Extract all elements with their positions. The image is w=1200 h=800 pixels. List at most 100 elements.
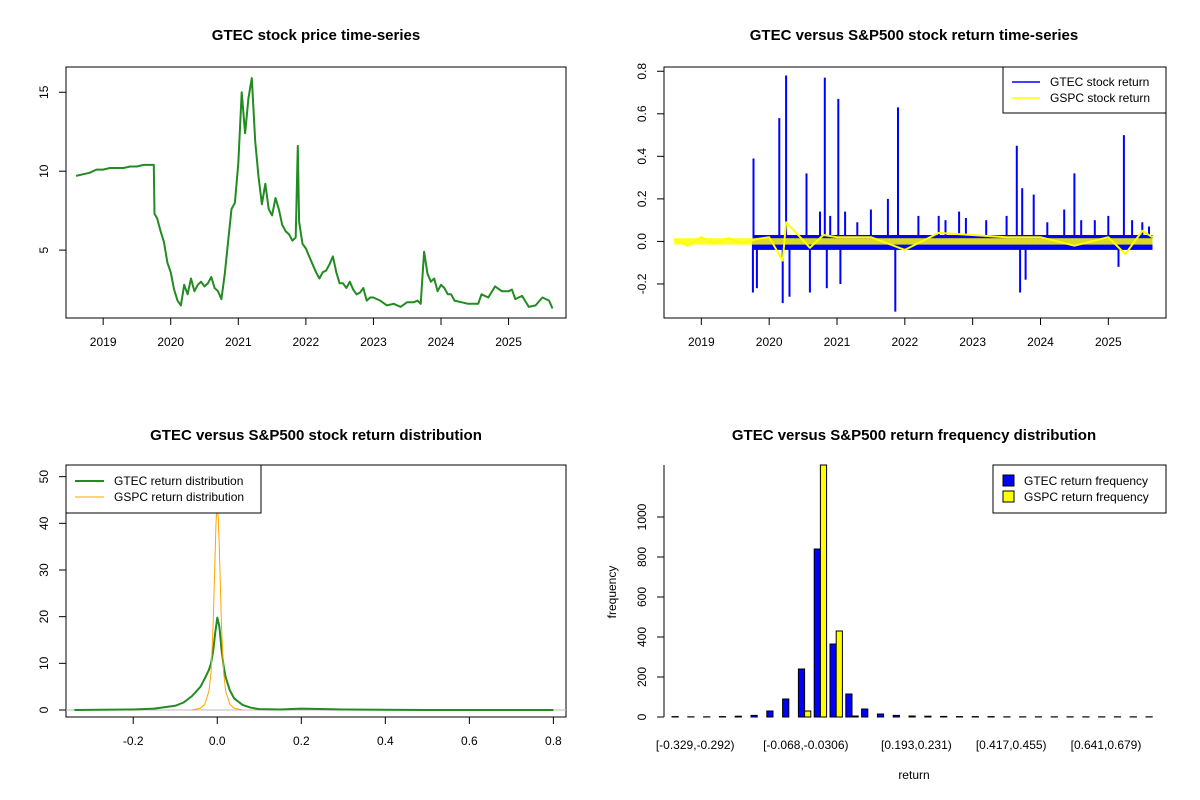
x-tick-label: 2023 bbox=[360, 335, 387, 349]
return-timeseries-title: GTEC versus S&P500 stock return time-ser… bbox=[750, 27, 1078, 44]
x-tick-label: 2020 bbox=[756, 335, 783, 349]
gtec-price-line bbox=[75, 77, 554, 309]
gspc-return-band bbox=[674, 238, 1153, 245]
return-timeseries-x-axis: 2019 2020 2021 2022 2023 2024 2025 bbox=[688, 318, 1122, 349]
x-tick-label: 2025 bbox=[1095, 335, 1122, 349]
return-density-title: GTEC versus S&P500 stock return distribu… bbox=[150, 427, 482, 444]
x-tick-label: 0.0 bbox=[209, 734, 226, 748]
gtec-density-line bbox=[74, 616, 554, 711]
y-tick-label: 800 bbox=[635, 547, 649, 567]
price-y-axis: 5 10 15 bbox=[37, 85, 66, 253]
gtec-frequency-bar bbox=[797, 668, 806, 718]
gtec-frequency-bar bbox=[908, 715, 916, 718]
y-tick-label: 0.6 bbox=[635, 105, 649, 122]
return-frequency-bars bbox=[671, 464, 1153, 718]
legend-label-gtec-distribution: GTEC return distribution bbox=[114, 474, 243, 488]
x-tick-label: 2025 bbox=[495, 335, 522, 349]
y-tick-label: 200 bbox=[635, 667, 649, 687]
x-tick-label: 2019 bbox=[90, 335, 117, 349]
gspc-frequency-bar bbox=[819, 464, 828, 718]
x-tick-label: 2021 bbox=[225, 335, 252, 349]
return-density-plot-frame bbox=[65, 464, 567, 718]
y-tick-label: -0.2 bbox=[635, 273, 649, 294]
y-tick-label: 15 bbox=[37, 85, 51, 99]
return-timeseries-y-axis: -0.2 0.0 0.2 0.4 0.6 0.8 bbox=[635, 63, 664, 294]
gspc-frequency-bar bbox=[835, 630, 843, 718]
legend-label-gspc-return: GSPC stock return bbox=[1050, 91, 1150, 105]
x-tick-label: [-0.329,-0.292) bbox=[656, 738, 735, 752]
x-tick-label: 2022 bbox=[891, 335, 918, 349]
gtec-frequency-bar bbox=[766, 710, 774, 718]
return-density-legend: GTEC return distribution GSPC return dis… bbox=[65, 464, 262, 514]
price-plot-frame bbox=[65, 66, 567, 319]
return-timeseries-legend: GTEC stock return GSPC stock return bbox=[1002, 66, 1167, 114]
x-tick-label: [0.641,0.679) bbox=[1071, 738, 1142, 752]
legend-swatch-gtec-frequency bbox=[1002, 474, 1015, 487]
return-timeseries-plot-frame bbox=[663, 66, 1167, 319]
x-tick-label: 2019 bbox=[688, 335, 715, 349]
gtec-frequency-bar bbox=[829, 643, 837, 718]
price-series bbox=[75, 77, 554, 309]
gtec-frequency-bar bbox=[876, 713, 885, 718]
legend-swatch-gspc-frequency bbox=[1002, 490, 1015, 503]
return-density-panel: GTEC versus S&P500 stock return distribu… bbox=[37, 427, 567, 748]
gtec-frequency-bar bbox=[924, 715, 932, 718]
legend-label-gtec-return: GTEC stock return bbox=[1050, 75, 1149, 89]
legend-label-gspc-distribution: GSPC return distribution bbox=[114, 490, 244, 504]
y-tick-label: 0.8 bbox=[635, 63, 649, 80]
price-x-axis: 2019 2020 2021 2022 2023 2024 2025 bbox=[90, 318, 522, 349]
return-density-legend-box bbox=[65, 464, 262, 514]
gtec-frequency-bar bbox=[813, 548, 821, 718]
return-frequency-panel: GTEC versus S&P500 return frequency dist… bbox=[605, 427, 1167, 782]
x-tick-label: 2024 bbox=[1027, 335, 1054, 349]
y-tick-label: 0 bbox=[37, 706, 51, 713]
y-tick-label: 50 bbox=[37, 470, 51, 484]
price-chart-panel: GTEC stock price time-series 2019 2020 202… bbox=[37, 27, 567, 349]
return-frequency-legend: GTEC return frequency GSPC return freque… bbox=[992, 464, 1167, 514]
y-tick-label: 0.0 bbox=[635, 233, 649, 250]
x-tick-label: [-0.068,-0.0306) bbox=[763, 738, 848, 752]
x-tick-label: 2022 bbox=[293, 335, 320, 349]
x-tick-label: 0.2 bbox=[293, 734, 310, 748]
gspc-frequency-bar bbox=[851, 715, 859, 718]
return-timeseries-legend-box bbox=[1002, 66, 1167, 114]
x-tick-label: 0.6 bbox=[461, 734, 478, 748]
gspc-frequency-bar bbox=[804, 710, 812, 718]
return-frequency-ylabel: frequency bbox=[605, 566, 619, 619]
legend-label-gspc-frequency: GSPC return frequency bbox=[1024, 490, 1149, 504]
gtec-frequency-bar bbox=[892, 714, 900, 718]
gtec-frequency-bar bbox=[734, 715, 742, 718]
y-tick-label: 20 bbox=[37, 610, 51, 624]
x-tick-label: 2023 bbox=[959, 335, 986, 349]
x-tick-label: 2024 bbox=[428, 335, 455, 349]
y-tick-label: 10 bbox=[37, 656, 51, 670]
y-tick-label: 0.4 bbox=[635, 148, 649, 165]
return-timeseries-series bbox=[673, 75, 1153, 312]
gtec-frequency-bar bbox=[861, 708, 869, 718]
y-tick-label: 5 bbox=[37, 246, 51, 253]
y-tick-label: 10 bbox=[37, 164, 51, 178]
y-tick-label: 0.2 bbox=[635, 190, 649, 207]
return-density-x-axis: -0.2 0.0 0.2 0.4 0.6 0.8 bbox=[123, 717, 562, 748]
gtec-frequency-bar bbox=[940, 715, 948, 718]
x-tick-label: 0.8 bbox=[545, 734, 562, 748]
return-frequency-xlabel: return bbox=[898, 768, 929, 782]
x-tick-label: 0.4 bbox=[377, 734, 394, 748]
return-density-series bbox=[66, 499, 566, 711]
return-frequency-y-axis: 0 200 400 600 800 1000 bbox=[635, 503, 664, 720]
price-chart-title: GTEC stock price time-series bbox=[212, 27, 420, 44]
gtec-frequency-bar bbox=[750, 714, 758, 718]
x-tick-label: [0.193,0.231) bbox=[881, 738, 952, 752]
y-tick-label: 600 bbox=[635, 587, 649, 607]
x-tick-label: [0.417,0.455) bbox=[976, 738, 1047, 752]
gtec-frequency-bar bbox=[782, 698, 790, 718]
return-density-y-axis: 0 10 20 30 40 50 bbox=[37, 470, 66, 713]
x-tick-label: -0.2 bbox=[123, 734, 144, 748]
return-frequency-x-axis: [-0.329,-0.292) [-0.068,-0.0306) [0.193,0.… bbox=[656, 738, 1142, 752]
return-frequency-legend-box bbox=[992, 464, 1167, 514]
y-tick-label: 1000 bbox=[635, 503, 649, 530]
y-tick-label: 40 bbox=[37, 516, 51, 530]
legend-label-gtec-frequency: GTEC return frequency bbox=[1024, 474, 1148, 488]
y-tick-label: 30 bbox=[37, 563, 51, 577]
